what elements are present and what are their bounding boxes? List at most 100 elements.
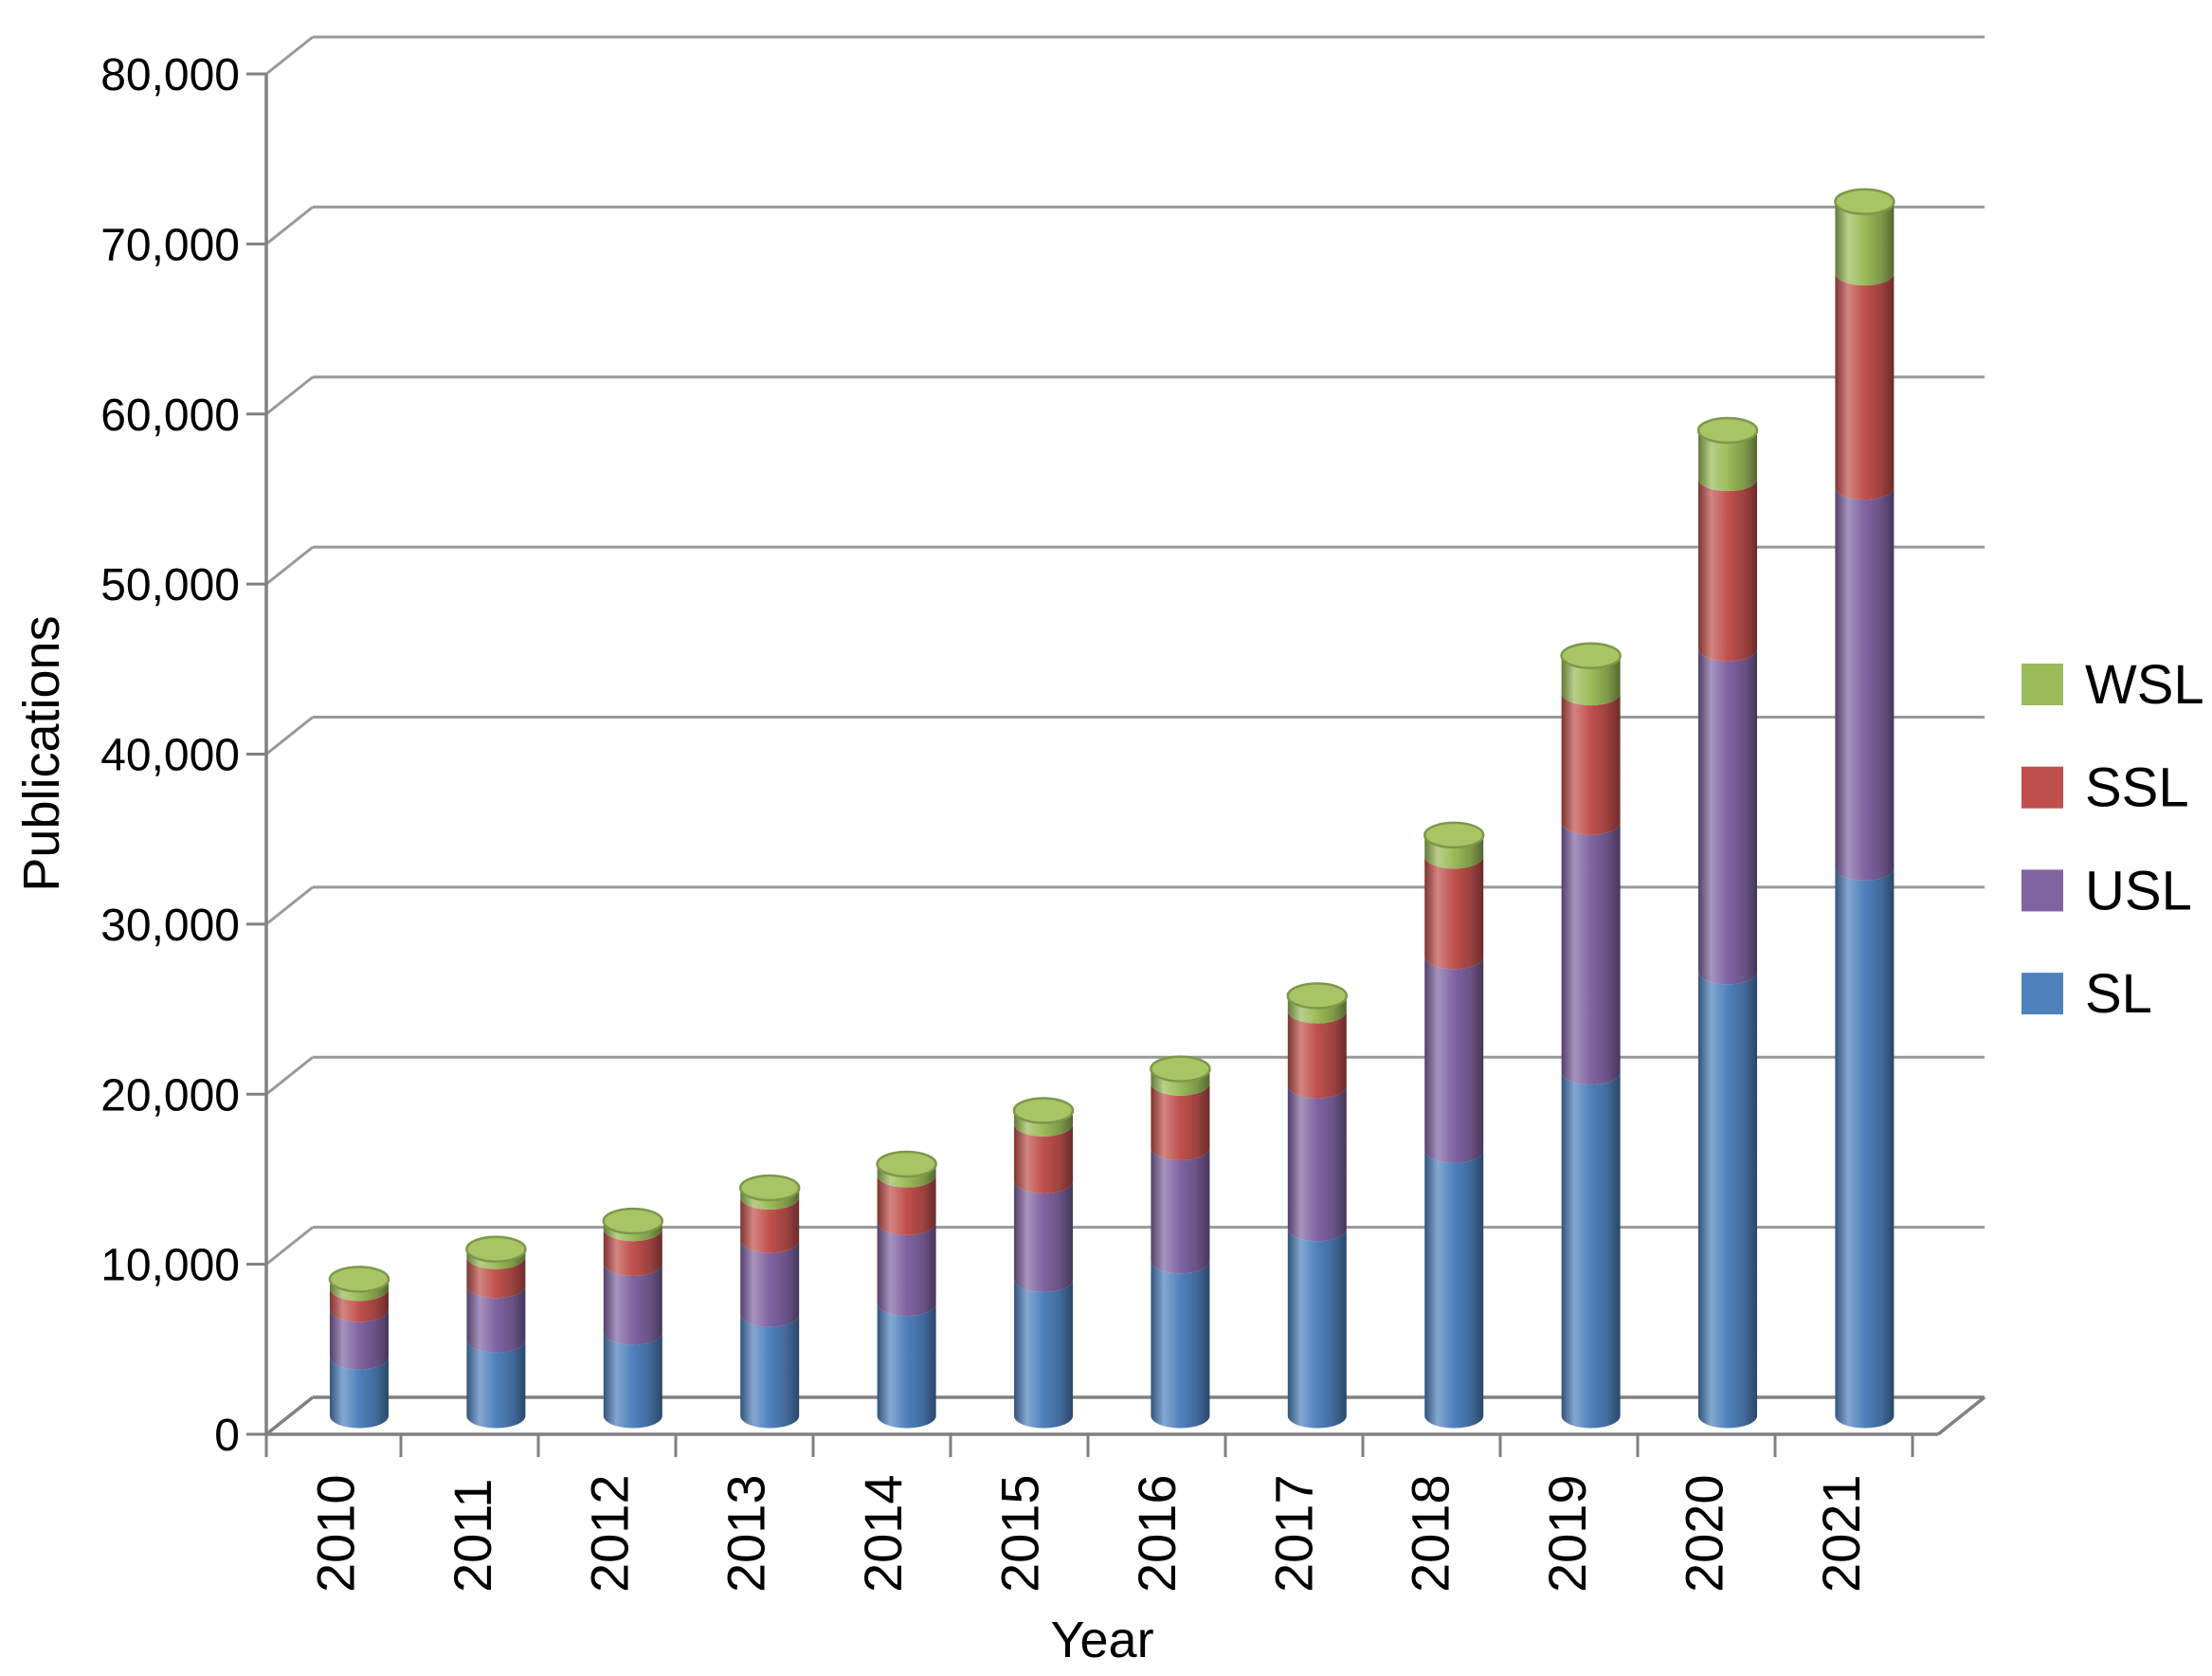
x-tick-labels: 2010 2011 2012 2013 2014 2015 2016 2017 2018 2019… <box>306 1474 1871 1593</box>
bar-segment-2018-sl <box>1424 1150 1484 1429</box>
bar-segment-2010-wsl <box>330 1279 389 1302</box>
bar-segment-2021-ssl <box>1835 273 1895 501</box>
bar-cap-2017 <box>1286 982 1349 1010</box>
y-axis-tick-label: 20,000 <box>100 1070 240 1120</box>
y-ticks <box>246 72 266 1436</box>
bar-cap-2012 <box>602 1207 664 1235</box>
bar-segment-2018-wsl <box>1424 834 1484 869</box>
bar-cap-2010 <box>328 1266 390 1293</box>
bar-cap-2014 <box>876 1150 937 1178</box>
x-axis-title: Year <box>1050 1612 1153 1668</box>
bar-segment-2016-usl <box>1151 1147 1210 1274</box>
bar-segment-2019-wsl <box>1561 655 1621 706</box>
legend: WSL SSL USL SL <box>2022 654 2204 1025</box>
bar-2020 <box>1696 416 1759 1429</box>
bar-segment-2012-usl <box>603 1263 662 1345</box>
bar-segment-2011-ssl <box>466 1256 526 1299</box>
gridline-connector <box>265 716 314 756</box>
legend-item-sl: SL <box>2022 963 2152 1025</box>
bar-segment-2010-sl <box>330 1357 389 1429</box>
bar-2018 <box>1423 821 1485 1429</box>
x-axis-tick-label: 2012 <box>579 1474 639 1593</box>
bar-2016 <box>1150 1055 1211 1429</box>
gridline-connector <box>265 35 314 76</box>
x-axis-tick-label: 2013 <box>716 1474 776 1593</box>
bar-segment-2016-sl <box>1151 1261 1210 1429</box>
legend-swatch-sl <box>2022 973 2063 1015</box>
bar-segment-2011-sl <box>466 1339 526 1429</box>
y-tick-labels: 0 10,000 20,000 30,000 40,000 50,000 60,000 70,… <box>100 50 240 1461</box>
y-axis-tick-label: 50,000 <box>100 560 240 610</box>
x-axis-tick-label: 2019 <box>1537 1474 1597 1593</box>
bar-segment-2010-usl <box>330 1309 389 1370</box>
bar-segment-2014-ssl <box>877 1175 936 1235</box>
bar-segment-2020-ssl <box>1698 479 1757 662</box>
floor-left-edge <box>264 1395 315 1436</box>
x-axis-tick-label: 2014 <box>853 1474 913 1593</box>
bar-segment-2016-ssl <box>1151 1083 1210 1160</box>
gridline-connector <box>265 545 314 586</box>
y-axis-tick-label: 60,000 <box>100 391 240 441</box>
x-ticks <box>264 1434 1914 1457</box>
bar-segment-2010-ssl <box>330 1288 389 1322</box>
gridline-connector <box>265 1056 314 1096</box>
bar-segment-2020-wsl <box>1698 430 1757 492</box>
legend-swatch-ssl <box>2022 766 2063 809</box>
bar-segment-2019-sl <box>1561 1072 1621 1429</box>
bar-segment-2017-sl <box>1287 1229 1347 1429</box>
bar-cap-2021 <box>1834 188 1895 216</box>
bar-segment-2018-ssl <box>1424 856 1484 970</box>
bar-cap-2020 <box>1696 416 1759 445</box>
bar-2015 <box>1012 1097 1075 1429</box>
x-axis-tick-label: 2011 <box>443 1479 502 1593</box>
gridline-connector <box>265 1226 314 1266</box>
gridline-connector <box>265 375 314 415</box>
legend-label-ssl: SSL <box>2085 757 2189 819</box>
bar-segment-2012-sl <box>603 1332 662 1429</box>
bar-segment-2018-usl <box>1424 956 1484 1163</box>
bar-segment-2020-sl <box>1698 972 1757 1429</box>
bar-segment-2017-ssl <box>1287 1011 1347 1099</box>
legend-swatch-usl <box>2022 869 2063 912</box>
bar-segment-2013-ssl <box>740 1197 800 1253</box>
legend-swatch-wsl <box>2022 664 2063 705</box>
x-axis-tick-label: 2021 <box>1811 1474 1871 1593</box>
bar-segment-2021-wsl <box>1835 201 1895 286</box>
bar-cap-2015 <box>1012 1097 1075 1124</box>
legend-item-usl: USL <box>2022 860 2192 921</box>
bar-segment-2013-usl <box>740 1240 800 1327</box>
bar-segment-2015-ssl <box>1014 1123 1073 1193</box>
bar-segment-2013-sl <box>740 1314 800 1429</box>
x-axis-tick-label: 2018 <box>1401 1474 1460 1593</box>
x-axis-tick-label: 2020 <box>1675 1474 1734 1593</box>
bar-2013 <box>738 1174 801 1429</box>
legend-item-wsl: WSL <box>2022 654 2204 716</box>
bar-segment-2019-usl <box>1561 822 1621 1085</box>
legend-item-ssl: SSL <box>2022 757 2189 819</box>
bars <box>328 188 1895 1429</box>
gridline-connector <box>265 206 314 246</box>
bar-segment-2015-usl <box>1014 1180 1073 1292</box>
bar-cap-2011 <box>465 1235 527 1263</box>
bar-2012 <box>602 1207 664 1429</box>
bar-segment-2020-usl <box>1698 648 1757 985</box>
floor-right-edge <box>1936 1395 1986 1436</box>
bar-2014 <box>876 1150 937 1429</box>
x-axis-tick-label: 2010 <box>306 1474 366 1593</box>
bar-segment-2013-wsl <box>740 1188 800 1211</box>
bar-2010 <box>328 1266 390 1429</box>
bar-segment-2017-wsl <box>1287 995 1347 1024</box>
bar-segment-2014-sl <box>877 1303 936 1429</box>
bar-segment-2021-sl <box>1835 867 1895 1429</box>
legend-label-sl: SL <box>2085 963 2152 1025</box>
bar-cap-2013 <box>738 1174 801 1202</box>
x-axis-tick-label: 2016 <box>1127 1474 1187 1593</box>
bar-segment-2015-sl <box>1014 1280 1073 1429</box>
bar-segment-2019-ssl <box>1561 693 1621 835</box>
y-axis-tick-label: 30,000 <box>100 901 240 951</box>
bar-segment-2011-wsl <box>466 1248 526 1269</box>
bar-2017 <box>1286 982 1349 1429</box>
bar-2021 <box>1834 188 1895 1429</box>
